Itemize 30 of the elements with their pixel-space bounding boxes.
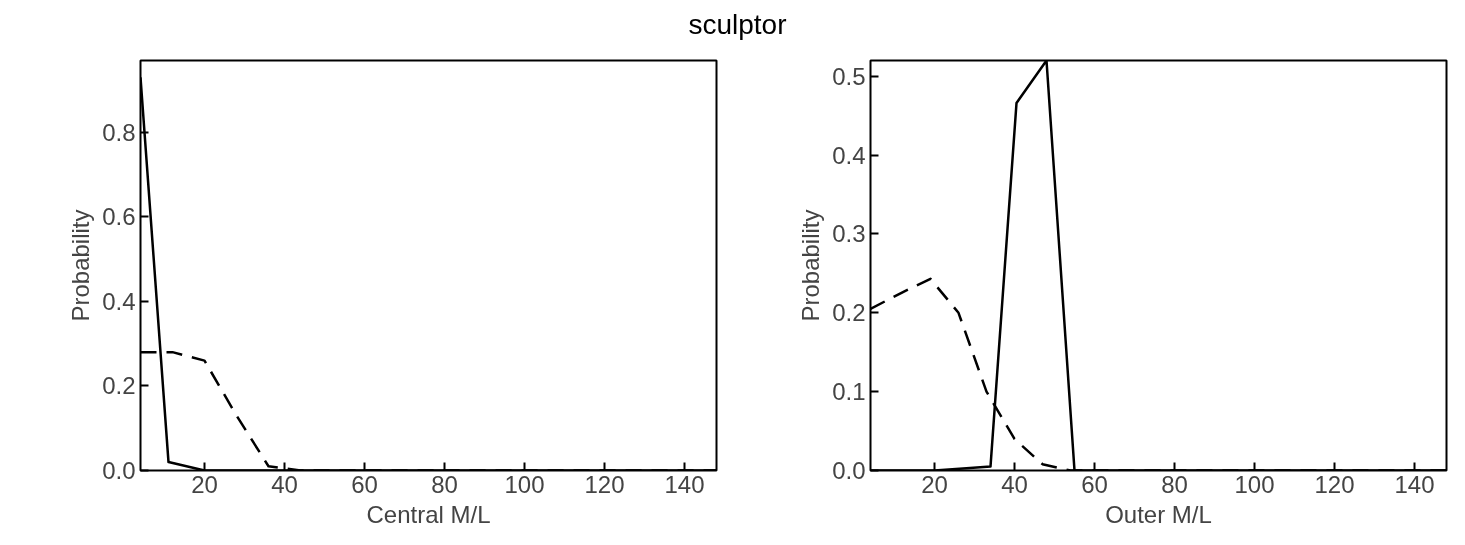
y-tick-label: 0.5 bbox=[832, 62, 866, 90]
x-tick-label: 20 bbox=[191, 470, 218, 498]
x-tick-label: 100 bbox=[1234, 470, 1275, 498]
y-tick-label: 0.0 bbox=[102, 457, 136, 484]
x-tick-label: 40 bbox=[1001, 470, 1028, 498]
x-tick-label: 40 bbox=[271, 470, 298, 498]
y-tick-label: 0.3 bbox=[832, 220, 866, 248]
x-tick-label: 140 bbox=[664, 470, 705, 498]
y-axis-title: Probability bbox=[797, 209, 825, 322]
y-axis-title: Probability bbox=[67, 209, 95, 322]
x-axis-title: Central M/L bbox=[366, 500, 491, 528]
y-tick-label: 0.4 bbox=[832, 141, 866, 169]
x-axis-title: Outer M/L bbox=[1105, 500, 1212, 528]
y-tick-label: 0.2 bbox=[832, 299, 866, 327]
y-tick-label: 0.8 bbox=[102, 118, 136, 146]
y-tick-label: 0.6 bbox=[102, 203, 136, 231]
y-tick-label: 0.0 bbox=[832, 457, 866, 484]
x-tick-label: 80 bbox=[1161, 470, 1188, 498]
chart-title: sculptor bbox=[687, 8, 788, 42]
x-tick-label: 60 bbox=[1081, 470, 1108, 498]
x-tick-label: 140 bbox=[1394, 470, 1435, 498]
y-tick-label: 0.1 bbox=[832, 378, 866, 406]
y-tick-label: 0.2 bbox=[102, 372, 136, 400]
x-tick-label: 20 bbox=[921, 470, 948, 498]
x-tick-label: 60 bbox=[351, 470, 378, 498]
y-tick-label: 0.4 bbox=[102, 287, 136, 315]
x-tick-label: 80 bbox=[431, 470, 458, 498]
x-tick-label: 120 bbox=[584, 470, 625, 498]
x-tick-label: 120 bbox=[1314, 470, 1355, 498]
x-tick-label: 100 bbox=[504, 470, 545, 498]
